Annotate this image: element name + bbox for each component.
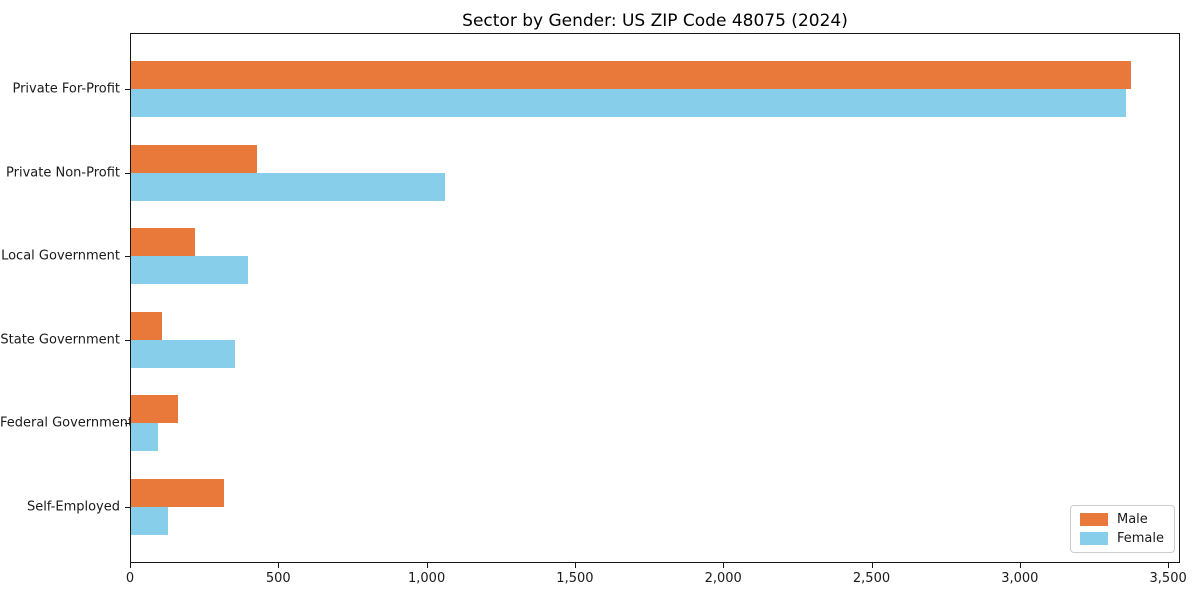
legend: Male Female bbox=[1069, 505, 1175, 553]
bar-male-1 bbox=[131, 144, 258, 173]
legend-item-female: Female bbox=[1079, 531, 1164, 546]
x-tick-label: 500 bbox=[265, 571, 291, 586]
bar-male-3 bbox=[131, 311, 163, 340]
x-tick-label: 1,000 bbox=[408, 571, 446, 586]
bar-female-0 bbox=[131, 89, 1127, 117]
y-tick-label: Local Government bbox=[1, 248, 120, 264]
x-tick-mark bbox=[723, 563, 725, 568]
y-tick-mark bbox=[125, 256, 130, 258]
bar-male-5 bbox=[131, 479, 225, 507]
plot-area: Male Female bbox=[130, 33, 1180, 563]
legend-item-male: Male bbox=[1079, 512, 1164, 527]
y-tick-label: Private For-Profit bbox=[12, 81, 120, 97]
y-tick-label: Federal Government bbox=[0, 415, 134, 431]
bar-male-0 bbox=[131, 61, 1131, 89]
y-tick-mark bbox=[125, 423, 130, 425]
y-tick-mark bbox=[125, 339, 130, 341]
female-series-swatch bbox=[1079, 532, 1108, 545]
x-tick-label: 2,000 bbox=[704, 571, 742, 586]
y-tick-mark bbox=[125, 507, 130, 508]
y-tick-label: State Government bbox=[0, 332, 120, 348]
y-tick-label: Self-Employed bbox=[26, 499, 120, 515]
bar-female-3 bbox=[131, 339, 235, 368]
x-tick-label: 1,500 bbox=[556, 571, 594, 586]
x-tick-label: 3,000 bbox=[1001, 571, 1039, 586]
male-series-swatch bbox=[1079, 513, 1108, 526]
x-tick-mark bbox=[426, 563, 428, 568]
bar-male-2 bbox=[131, 228, 195, 257]
chart-title: Sector by Gender: US ZIP Code 48075 (202… bbox=[462, 11, 848, 31]
x-tick-mark bbox=[574, 563, 576, 568]
bar-female-4 bbox=[131, 423, 158, 452]
bar-female-1 bbox=[131, 172, 446, 201]
legend-label-male: Male bbox=[1116, 512, 1148, 527]
x-tick-label: 0 bbox=[125, 571, 135, 586]
legend-label-female: Female bbox=[1116, 531, 1164, 546]
x-tick-label: 2,500 bbox=[852, 571, 891, 586]
x-tick-label: 3,500 bbox=[1149, 571, 1187, 586]
y-tick-label: Private Non-Profit bbox=[6, 165, 120, 181]
x-tick-mark bbox=[871, 563, 873, 568]
y-tick-mark bbox=[125, 172, 130, 174]
bar-female-5 bbox=[131, 507, 169, 535]
bar-male-4 bbox=[131, 395, 179, 424]
x-tick-mark bbox=[1019, 563, 1021, 568]
x-tick-mark bbox=[1168, 563, 1170, 568]
x-tick-mark bbox=[278, 563, 280, 568]
y-tick-mark bbox=[125, 89, 130, 90]
x-tick-mark bbox=[130, 563, 131, 568]
bar-female-2 bbox=[131, 256, 249, 285]
